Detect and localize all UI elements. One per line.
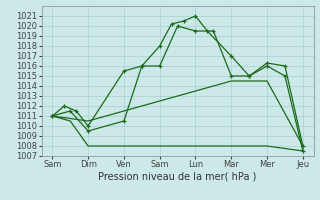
- X-axis label: Pression niveau de la mer( hPa ): Pression niveau de la mer( hPa ): [99, 172, 257, 182]
